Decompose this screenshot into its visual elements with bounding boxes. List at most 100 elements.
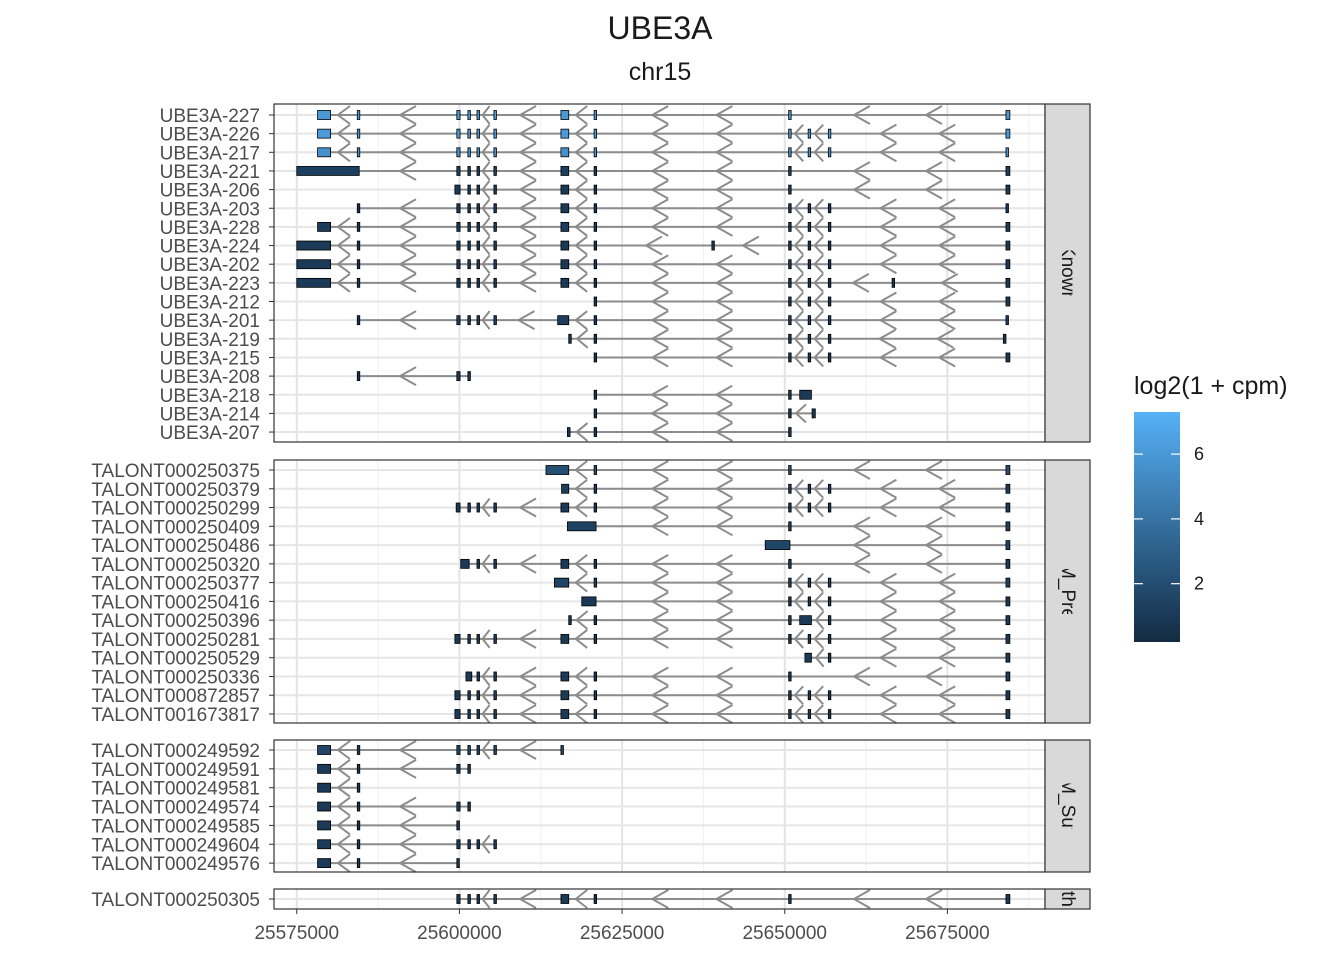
transcript-label: TALONT000249591 [91, 760, 260, 781]
strand-arrow [574, 310, 588, 330]
exon [1005, 690, 1011, 701]
exon [788, 184, 792, 195]
strand-arrow [793, 329, 804, 349]
exon [317, 110, 332, 120]
exon [493, 166, 497, 176]
exon [788, 147, 792, 158]
strand-arrow [923, 161, 943, 181]
exon [560, 745, 564, 755]
strand-arrow [336, 740, 351, 760]
exon [560, 259, 570, 270]
exon [456, 166, 461, 176]
exon [467, 371, 471, 382]
strand-arrow [878, 647, 897, 668]
strand-arrow [937, 478, 956, 499]
exon [476, 277, 480, 288]
exon [493, 277, 497, 288]
exon [593, 333, 598, 344]
transcript-TALONT000249581: TALONT000249581 [91, 777, 1045, 800]
exon [545, 465, 570, 475]
transcript-label: TALONT000249585 [91, 816, 260, 837]
strand-arrow [481, 198, 491, 218]
exon [476, 558, 480, 569]
exon [560, 690, 570, 701]
transcript-label: TALONT000250377 [91, 574, 260, 595]
exon [456, 259, 461, 270]
strand-arrow [336, 853, 351, 873]
exon [560, 221, 570, 232]
exon [467, 894, 471, 904]
exon [788, 352, 792, 363]
exon [593, 184, 598, 195]
strand-arrow [878, 217, 897, 237]
strand-arrow [923, 553, 943, 574]
exon [1005, 540, 1011, 550]
transcript-label: TALONT000249581 [91, 779, 260, 800]
facet-strip-label: Known [1057, 244, 1078, 302]
transcript-UBE3A-224: UBE3A-224 [160, 235, 1045, 258]
exon [356, 128, 361, 139]
exon [1005, 203, 1009, 214]
exon [356, 203, 361, 214]
exon [567, 427, 571, 437]
exon [1005, 483, 1011, 494]
strand-arrow [793, 572, 804, 593]
exon [593, 110, 598, 120]
strand-arrow [574, 478, 588, 499]
chart-subtitle: chr15 [628, 58, 692, 86]
strand-arrow [714, 291, 733, 312]
strand-arrow [878, 591, 897, 612]
strand-arrow [397, 366, 417, 386]
transcript-label: TALONT000250396 [91, 611, 260, 632]
exon [827, 296, 832, 307]
exon [356, 221, 361, 232]
strand-arrow [518, 497, 537, 518]
strand-arrow [397, 254, 417, 275]
exon [827, 128, 832, 139]
strand-arrow [813, 347, 824, 368]
strand-arrow [574, 704, 588, 724]
strand-arrow [878, 123, 897, 144]
strand-arrow [813, 497, 824, 518]
strand-arrow [516, 310, 535, 331]
exon [593, 277, 598, 288]
exon [593, 427, 598, 437]
strand-arrow [650, 572, 669, 593]
strand-arrow [481, 310, 491, 330]
exon [560, 634, 570, 644]
exon [788, 894, 792, 904]
exon [593, 577, 598, 588]
panel-other: TALONT000250305 th [91, 888, 1091, 911]
strand-arrow [937, 217, 956, 237]
strand-arrow [650, 179, 669, 200]
transcript-label: TALONT000249574 [91, 798, 260, 819]
strand-arrow [793, 235, 804, 256]
exon [493, 558, 497, 569]
strand-arrow [935, 328, 954, 349]
exon [788, 315, 792, 326]
exon [456, 745, 461, 755]
exon [593, 240, 598, 251]
exon [593, 296, 598, 307]
exon [807, 709, 812, 719]
strand-arrow [650, 497, 669, 518]
strand-arrow [481, 497, 491, 518]
strand-arrow [574, 105, 588, 125]
exon [456, 240, 461, 251]
strand-arrow [397, 235, 417, 256]
transcript-TALONT000249576: TALONT000249576 [91, 853, 1045, 875]
strand-arrow [878, 235, 897, 256]
strand-arrow [851, 179, 871, 200]
exon [560, 147, 570, 158]
exon [476, 166, 480, 176]
strand-arrow [937, 291, 956, 312]
strand-arrow [793, 479, 804, 499]
exon [593, 128, 598, 139]
strand-arrow [814, 610, 825, 630]
exon [593, 615, 598, 626]
strand-arrow [650, 198, 669, 219]
transcript-TALONT000250396: TALONT000250396 [91, 610, 1045, 632]
exon [788, 333, 792, 344]
transcript-label: TALONT000250336 [91, 667, 260, 688]
strand-arrow [650, 478, 669, 499]
